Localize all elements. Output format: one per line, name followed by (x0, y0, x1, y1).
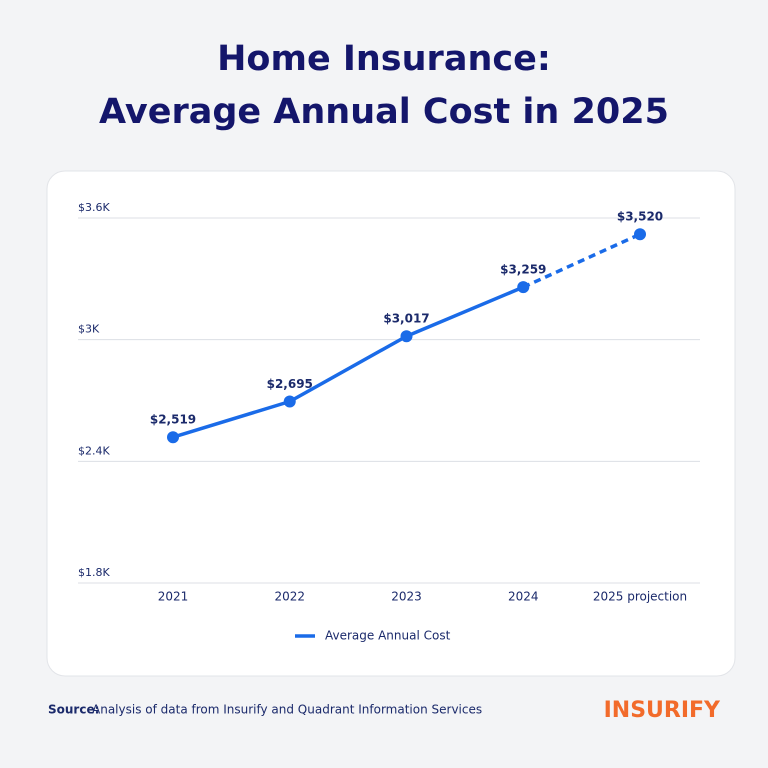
data-point (517, 281, 530, 294)
data-point (283, 395, 296, 408)
data-label: $3,017 (383, 312, 429, 326)
line-segment (172, 399, 291, 439)
line-segment (405, 285, 524, 338)
data-label: $2,695 (267, 377, 313, 391)
y-tick-label: $3K (78, 323, 100, 336)
y-tick-label: $2.4K (78, 444, 110, 457)
data-point (167, 431, 179, 444)
chart-title: Home Insurance: (217, 39, 551, 79)
x-tick-label: 2025 projection (593, 590, 687, 604)
data-label: $3,259 (500, 263, 546, 277)
line-segment (288, 334, 408, 404)
brand-logo: INSURIFY (604, 698, 721, 723)
data-point (634, 228, 646, 241)
x-tick-label: 2023 (391, 590, 422, 604)
data-point (400, 330, 413, 343)
chart-title: Average Annual Cost in 2025 (99, 92, 669, 132)
x-tick-label: 2021 (158, 590, 189, 604)
x-tick-label: 2022 (274, 590, 305, 604)
line-segment (522, 232, 641, 289)
y-tick-label: $3.6K (78, 201, 110, 214)
data-label: $2,519 (150, 413, 196, 427)
y-tick-label: $1.8K (78, 566, 110, 579)
data-label: $3,520 (617, 210, 663, 224)
source-text: Analysis of data from Insurify and Quadr… (92, 703, 482, 717)
x-tick-label: 2024 (508, 590, 539, 604)
chart-card (46, 170, 736, 677)
legend-label: Average Annual Cost (325, 629, 451, 643)
source-label: Source: (48, 703, 99, 717)
